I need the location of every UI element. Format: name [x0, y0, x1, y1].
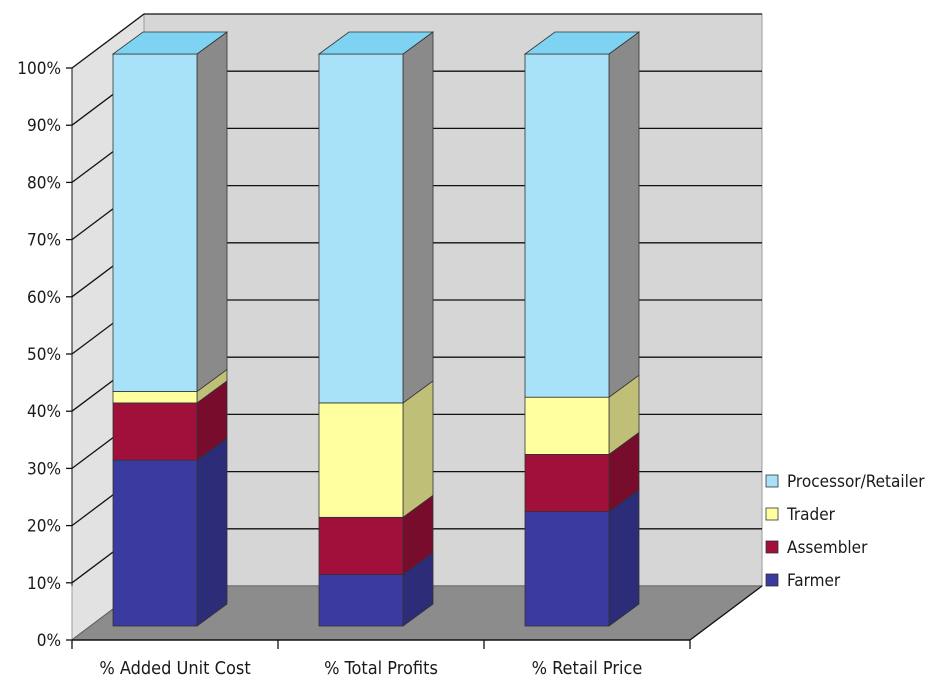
bar-top-face [111, 31, 229, 55]
y-tick-label: 20% [27, 517, 61, 537]
legend: Processor/Retailer Trader Assembler Farmer [765, 472, 925, 591]
bar-top-face [523, 31, 641, 55]
bar-side-farmer [196, 437, 228, 627]
legend-swatch [765, 540, 779, 554]
gridline-side [71, 13, 145, 69]
y-tick-label: 60% [27, 288, 61, 308]
bar-side-farmer [608, 488, 640, 627]
bar-segment-trader [524, 396, 610, 455]
legend-swatch [765, 573, 779, 587]
bar-segment-processor-retailer [318, 53, 404, 404]
y-tick-label: 100% [17, 59, 61, 79]
bar-side-processor-retailer [402, 31, 434, 404]
legend-label: Processor/Retailer [787, 472, 925, 492]
bars [111, 31, 641, 627]
bar-segment-processor-retailer [112, 53, 198, 392]
bar-segment-trader [112, 391, 198, 404]
bar-segment-farmer [112, 459, 198, 627]
bar-segment-trader [318, 402, 404, 518]
legend-label: Assembler [787, 538, 868, 558]
bar-segment-assembler [112, 402, 198, 461]
bar-side-trader [402, 380, 434, 519]
y-tick-label: 40% [27, 402, 61, 422]
y-tick-label: 80% [27, 173, 61, 193]
gridlines [71, 13, 762, 641]
bar-side-processor-retailer [608, 31, 640, 398]
x-category-label: % Retail Price [532, 658, 643, 679]
axes: 0% 10% 20% 30% 40% 50% 60% 70% 80% 90% 100% % Added… [17, 59, 763, 679]
y-tick-label: 0% [37, 631, 61, 651]
legend-label: Farmer [787, 571, 841, 591]
y-tick-label: 90% [27, 116, 61, 136]
y-tick-label: 30% [27, 459, 61, 479]
bar-segment-assembler [318, 516, 404, 575]
bar-side-processor-retailer [196, 31, 228, 393]
bar-segment-farmer [524, 511, 610, 627]
y-tick-label: 50% [27, 345, 61, 365]
legend-label: Trader [786, 505, 836, 525]
bar-segment-farmer [318, 574, 404, 627]
legend-swatch [765, 507, 779, 521]
bar-segment-assembler [524, 453, 610, 512]
x-category-label: % Total Profits [324, 658, 438, 679]
bar-top-face [317, 31, 435, 55]
y-tick-label: 70% [27, 231, 61, 251]
legend-swatch [765, 474, 779, 488]
floor-edge [689, 585, 763, 641]
y-tick-label: 10% [27, 574, 61, 594]
bar-stack [317, 31, 435, 627]
bar-stack [111, 31, 229, 627]
x-category-label: % Added Unit Cost [99, 658, 250, 679]
bar-segment-processor-retailer [524, 53, 610, 398]
bar-stack [523, 31, 641, 627]
